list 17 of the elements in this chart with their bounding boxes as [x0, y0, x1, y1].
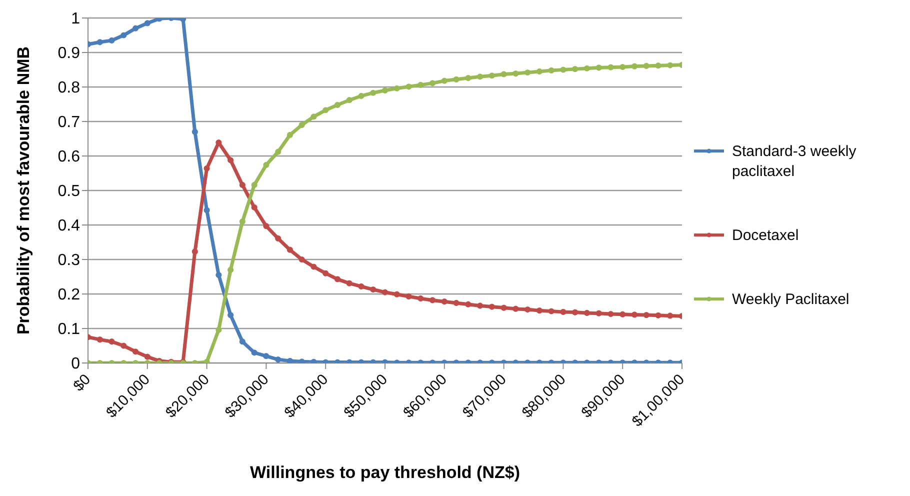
legend-label: Weekly Paclitaxel [732, 290, 850, 310]
x-tick-label: $0 [70, 370, 94, 395]
y-tick-label: 1 [71, 10, 80, 28]
y-tick-label: 0.7 [58, 114, 80, 132]
legend-label: Standard-3 weekly paclitaxel [732, 142, 858, 182]
y-tick-label: 0.9 [58, 45, 80, 62]
y-tick-label: 0.8 [58, 80, 80, 97]
legend-label: Docetaxel [732, 226, 800, 246]
x-axis-title: Willingnes to pay threshold (NZ$) [250, 463, 520, 482]
y-tick-label: 0 [71, 356, 80, 373]
y-tick-label: 0.1 [58, 321, 80, 338]
y-axis-title: Probability of most favourable NMB [14, 46, 34, 335]
y-tick-label: 0.4 [58, 218, 80, 235]
y-tick-label: 0.2 [58, 286, 80, 304]
y-tick-label: 0.6 [58, 148, 80, 166]
y-tick-label: 0.5 [58, 183, 80, 200]
y-tick-label: 0.3 [58, 252, 80, 270]
